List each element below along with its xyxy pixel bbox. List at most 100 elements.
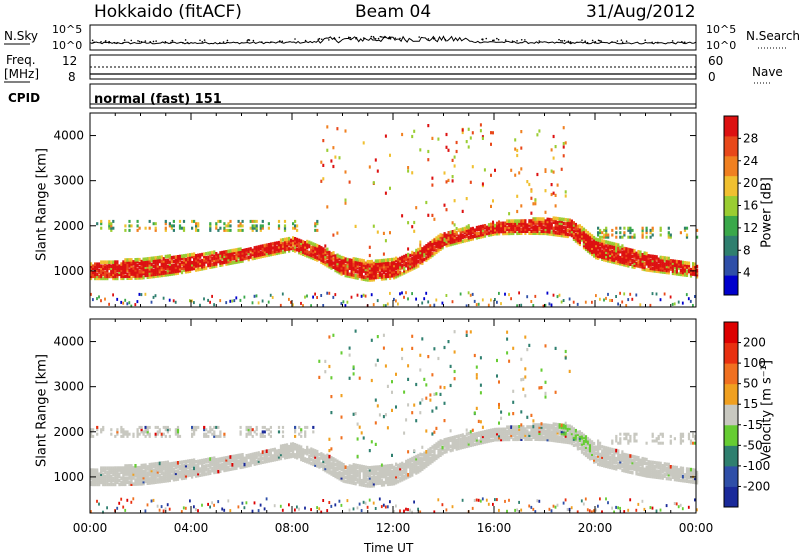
velocity-colorbar-tick-label: 50 <box>743 377 758 391</box>
x-tick-label: 04:00 <box>174 521 209 535</box>
power-colorbar-tick-label: 24 <box>743 154 758 168</box>
velocity-colorbar-segment <box>724 384 738 405</box>
power-colorbar-segment <box>724 235 738 255</box>
noise-search-point <box>592 40 594 42</box>
noise-search-point <box>328 39 330 41</box>
noise-search-point <box>350 39 352 41</box>
velocity-colorbar-tick-label: 15 <box>743 397 758 411</box>
noise-search-point <box>581 39 583 41</box>
power-colorbar-segment <box>724 196 738 216</box>
noise-search-point <box>568 41 570 43</box>
noise-search-point <box>383 37 385 39</box>
noise-search-point <box>485 38 487 40</box>
x-tick-label: 00:00 <box>73 521 108 535</box>
power-colorbar-tick-label: 4 <box>743 266 751 280</box>
noise-search-point <box>348 37 350 39</box>
power-colorbar-tick-label: 16 <box>743 199 758 213</box>
noise-search-point <box>384 37 386 39</box>
noise-search-point <box>223 41 225 43</box>
noise-search-point <box>587 42 589 44</box>
power-colorbar-segment <box>724 176 738 196</box>
noise-search-point <box>481 39 483 41</box>
velocity-colorbar-segment <box>724 322 738 343</box>
velocity-colorbar-tick-label: -15 <box>743 418 763 432</box>
noise-search-point <box>611 41 613 43</box>
noise-search-point <box>644 39 646 41</box>
freq-panel-frame <box>90 55 696 79</box>
noise-search-point <box>390 38 392 40</box>
noise-search-point <box>114 42 116 44</box>
noise-search-point <box>380 36 382 38</box>
noise-search-point <box>498 39 500 41</box>
velocity-ytick-label: 2000 <box>53 425 84 439</box>
noise-search-point <box>139 41 141 43</box>
x-tick-label: 00:00 <box>679 521 714 535</box>
noise-search-point <box>394 37 396 39</box>
power-colorbar-tick-label: 28 <box>743 131 758 145</box>
noise-search-point <box>378 38 380 40</box>
velocity-colorbar-segment <box>724 404 738 425</box>
noise-search-point <box>521 39 523 41</box>
noise-search-point <box>349 37 351 39</box>
noise-search-point <box>294 38 296 40</box>
noise-search-point <box>418 36 420 38</box>
noise-search-point <box>622 41 624 43</box>
power-colorbar-segment <box>724 136 738 156</box>
noise-search-point <box>651 41 653 43</box>
noise-search-point <box>681 41 683 43</box>
noise-search-point <box>155 40 157 42</box>
noise-search-point <box>305 40 307 42</box>
power-ytick-label: 1000 <box>53 264 84 278</box>
noise-search-point <box>334 38 336 40</box>
noise-search-point <box>524 39 526 41</box>
noise-search-point <box>558 39 560 41</box>
power-scatter <box>90 123 698 307</box>
noise-search-point <box>281 41 283 43</box>
velocity-colorbar-segment <box>724 363 738 384</box>
power-colorbar-segment <box>724 116 738 136</box>
velocity-colorbar-segment <box>724 425 738 446</box>
noise-search-point <box>137 40 139 42</box>
noise-search-point <box>182 42 184 44</box>
noise-search-point <box>145 40 147 42</box>
power-colorbar-tick-label: 8 <box>743 243 751 257</box>
noise-search-point <box>124 39 126 41</box>
noise-search-point <box>570 42 572 44</box>
noise-search-point <box>356 37 358 39</box>
noise-search-point <box>172 40 174 42</box>
power-colorbar-segment <box>724 255 738 275</box>
noise-search-point <box>204 39 206 41</box>
noise-search-point <box>381 36 383 38</box>
noise-search-point <box>279 41 281 43</box>
noise-search-point <box>375 38 377 40</box>
noise-search-point <box>219 42 221 44</box>
noise-search-point <box>199 39 201 41</box>
power-colorbar-segment <box>724 275 738 295</box>
x-tick-label: 16:00 <box>477 521 512 535</box>
noise-search-point <box>246 40 248 42</box>
x-tick-label: 20:00 <box>578 521 613 535</box>
velocity-colorbar-tick-label: -50 <box>743 438 763 452</box>
noise-search-point <box>261 41 263 43</box>
velocity-colorbar-tick-label: 100 <box>743 356 766 370</box>
noise-search-point <box>373 37 375 39</box>
power-colorbar-segment <box>724 215 738 235</box>
noise-search-point <box>433 38 435 40</box>
noise-search-point <box>153 41 155 43</box>
noise-search-point <box>141 41 143 43</box>
noise-search-point <box>270 41 272 43</box>
noise-search-point <box>108 42 110 44</box>
power-ytick-label: 3000 <box>53 174 84 188</box>
velocity-colorbar-tick-label: -100 <box>743 459 770 473</box>
power-ytick-label: 4000 <box>53 129 84 143</box>
velocity-ytick-label: 4000 <box>53 335 84 349</box>
power-ytick-label: 2000 <box>53 219 84 233</box>
velocity-colorbar-segment <box>724 445 738 466</box>
noise-search-point <box>505 39 507 41</box>
velocity-colorbar-segment <box>724 466 738 487</box>
noise-search-point <box>584 40 586 42</box>
noise-search-point <box>92 42 94 44</box>
noise-search-point <box>560 40 562 42</box>
noise-search-point <box>626 40 628 42</box>
